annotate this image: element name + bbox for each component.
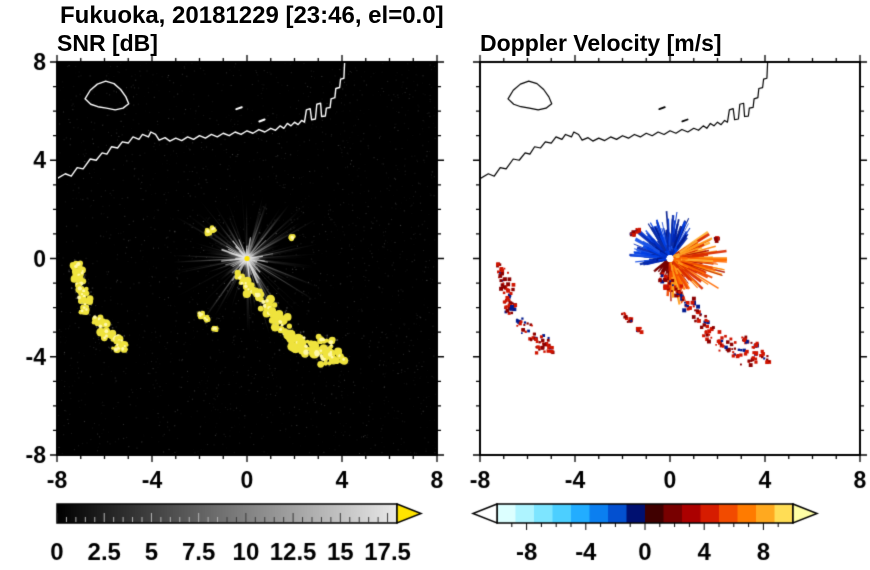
snr-colorbar: [40, 496, 460, 568]
snr-map: [10, 52, 446, 494]
velocity-colorbar: [455, 496, 855, 568]
velocity-panel-title: Doppler Velocity [m/s]: [480, 30, 722, 56]
doppler-velocity-map: [433, 52, 869, 494]
figure-title: Fukuoka, 20181229 [23:46, el=0.0]: [60, 2, 444, 29]
snr-panel-title: SNR [dB]: [57, 30, 158, 56]
